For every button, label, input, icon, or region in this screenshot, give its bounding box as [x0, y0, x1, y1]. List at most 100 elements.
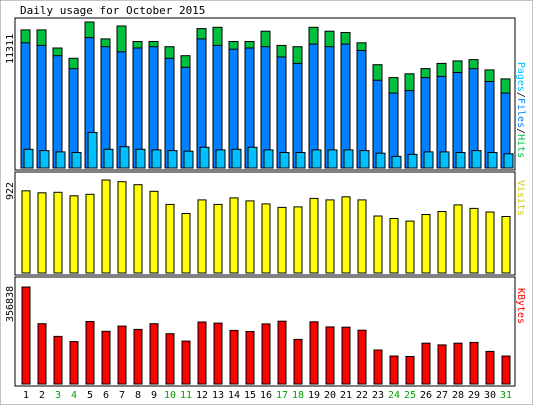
day-label-29: 29 — [468, 390, 480, 401]
kbytes-bar-day-23 — [373, 349, 383, 385]
kbytes-bar-day-12 — [197, 321, 207, 385]
kbytes-ymax-label: 356838 — [5, 286, 16, 322]
day-label-21: 21 — [340, 390, 352, 401]
kbytes-panel: 356838 KBytes — [5, 276, 526, 387]
pages-bar-day-23 — [375, 152, 386, 169]
chart-title: Daily usage for October 2015 — [20, 4, 205, 17]
visits-bar-day-18 — [293, 206, 303, 274]
visits-bar-day-3 — [53, 191, 63, 274]
day-label-27: 27 — [436, 390, 448, 401]
kbytes-bar-day-6 — [101, 330, 111, 385]
pages-bar-day-3 — [55, 151, 66, 169]
kbytes-bar-day-20 — [325, 326, 335, 385]
day-label-4: 4 — [71, 390, 77, 401]
day-label-11: 11 — [180, 390, 192, 401]
kbytes-bar-day-19 — [309, 321, 319, 385]
files-bar-day-2 — [36, 44, 47, 169]
visits-bar-day-20 — [325, 199, 335, 274]
day-labels: 1 2 3 4 5 6 7 8 9 10 11 12 13 14 15 16 17 18 19 20 21 22 23 24 2… — [23, 390, 512, 401]
visits-bar-day-19 — [309, 197, 319, 274]
day-label-18: 18 — [292, 390, 304, 401]
visits-bar-day-25 — [405, 220, 415, 274]
kbytes-bar-day-13 — [213, 322, 223, 385]
kbytes-bar-day-31 — [501, 355, 511, 385]
hits-legend: Hits — [515, 134, 526, 158]
pages-bar-day-19 — [311, 149, 322, 169]
pages-bar-day-30 — [487, 152, 498, 169]
pages-bar-day-29 — [471, 150, 482, 169]
kbytes-legend-label: KBytes — [515, 288, 526, 324]
pages-bar-day-26 — [423, 151, 434, 169]
pages-bar-day-9 — [151, 149, 162, 169]
pages-bar-day-12 — [199, 146, 210, 169]
pages-bar-day-18 — [295, 152, 306, 169]
visits-bar-day-11 — [181, 213, 191, 274]
visits-bar-day-16 — [261, 203, 271, 274]
day-label-23: 23 — [372, 390, 384, 401]
visits-bar-day-17 — [277, 206, 287, 274]
visits-bar-day-24 — [389, 218, 399, 274]
kbytes-bar-day-27 — [437, 344, 447, 385]
visits-bar-day-28 — [453, 204, 463, 274]
kbytes-bar-day-10 — [165, 333, 175, 385]
visits-bar-day-4 — [69, 195, 79, 274]
visits-ymax-label: 922 — [5, 182, 16, 200]
day-label-1: 1 — [23, 390, 29, 401]
pages-bar-day-24 — [391, 155, 402, 169]
kbytes-bar-day-29 — [469, 341, 479, 385]
kbytes-bar-day-2 — [37, 323, 47, 385]
files-legend: Files — [515, 98, 526, 128]
day-label-15: 15 — [244, 390, 256, 401]
day-label-16: 16 — [260, 390, 272, 401]
pages-bar-day-27 — [439, 151, 450, 169]
kbytes-bar-day-16 — [261, 323, 271, 385]
visits-bar-day-5 — [85, 193, 95, 274]
visits-bar-day-8 — [133, 184, 143, 274]
day-label-8: 8 — [135, 390, 141, 401]
kbytes-bar-day-17 — [277, 320, 287, 385]
kbytes-bar-day-1 — [21, 286, 31, 385]
visits-bar-day-29 — [469, 207, 479, 274]
day-label-2: 2 — [39, 390, 45, 401]
kbytes-bar-day-7 — [117, 325, 127, 385]
visits-bar-day-21 — [341, 196, 351, 274]
kbytes-bar-day-22 — [357, 329, 367, 385]
kbytes-panel-frame — [14, 276, 516, 387]
visits-bar-day-1 — [21, 190, 31, 274]
visits-bar-day-22 — [357, 199, 367, 274]
kbytes-bar-day-14 — [229, 329, 239, 385]
day-label-28: 28 — [452, 390, 464, 401]
day-label-6: 6 — [103, 390, 109, 401]
visits-bar-day-6 — [101, 179, 111, 274]
day-label-30: 30 — [484, 390, 496, 401]
day-label-5: 5 — [87, 390, 93, 401]
pages-bar-day-22 — [359, 150, 370, 169]
pages-legend: Pages — [515, 62, 526, 92]
day-label-25: 25 — [404, 390, 416, 401]
pages-bar-day-10 — [167, 150, 178, 169]
kbytes-bar-day-5 — [85, 321, 95, 385]
files-hits-sep: / — [515, 128, 526, 134]
visits-bar-day-15 — [245, 200, 255, 274]
pages-bar-day-2 — [39, 150, 50, 169]
day-label-9: 9 — [151, 390, 157, 401]
files-bar-day-17 — [276, 56, 287, 169]
visits-bar-day-26 — [421, 214, 431, 274]
day-label-17: 17 — [276, 390, 288, 401]
day-label-24: 24 — [388, 390, 400, 401]
pages-bar-day-14 — [231, 148, 242, 169]
pages-bar-day-17 — [279, 152, 290, 169]
day-label-13: 13 — [212, 390, 224, 401]
hits-panel-frame — [14, 17, 516, 171]
hits-panel: 11311 Pages/Files/Hits — [5, 17, 526, 171]
pages-bar-day-20 — [327, 149, 338, 169]
day-label-20: 20 — [324, 390, 336, 401]
visits-bar-day-13 — [213, 203, 223, 274]
kbytes-bar-day-25 — [405, 356, 415, 385]
pages-bar-day-13 — [215, 149, 226, 169]
pages-files-sep: / — [515, 92, 526, 98]
pages-bar-day-6 — [103, 148, 114, 169]
visits-bar-day-7 — [117, 181, 127, 274]
kbytes-bar-day-4 — [69, 341, 79, 385]
hits-bars — [20, 21, 514, 169]
